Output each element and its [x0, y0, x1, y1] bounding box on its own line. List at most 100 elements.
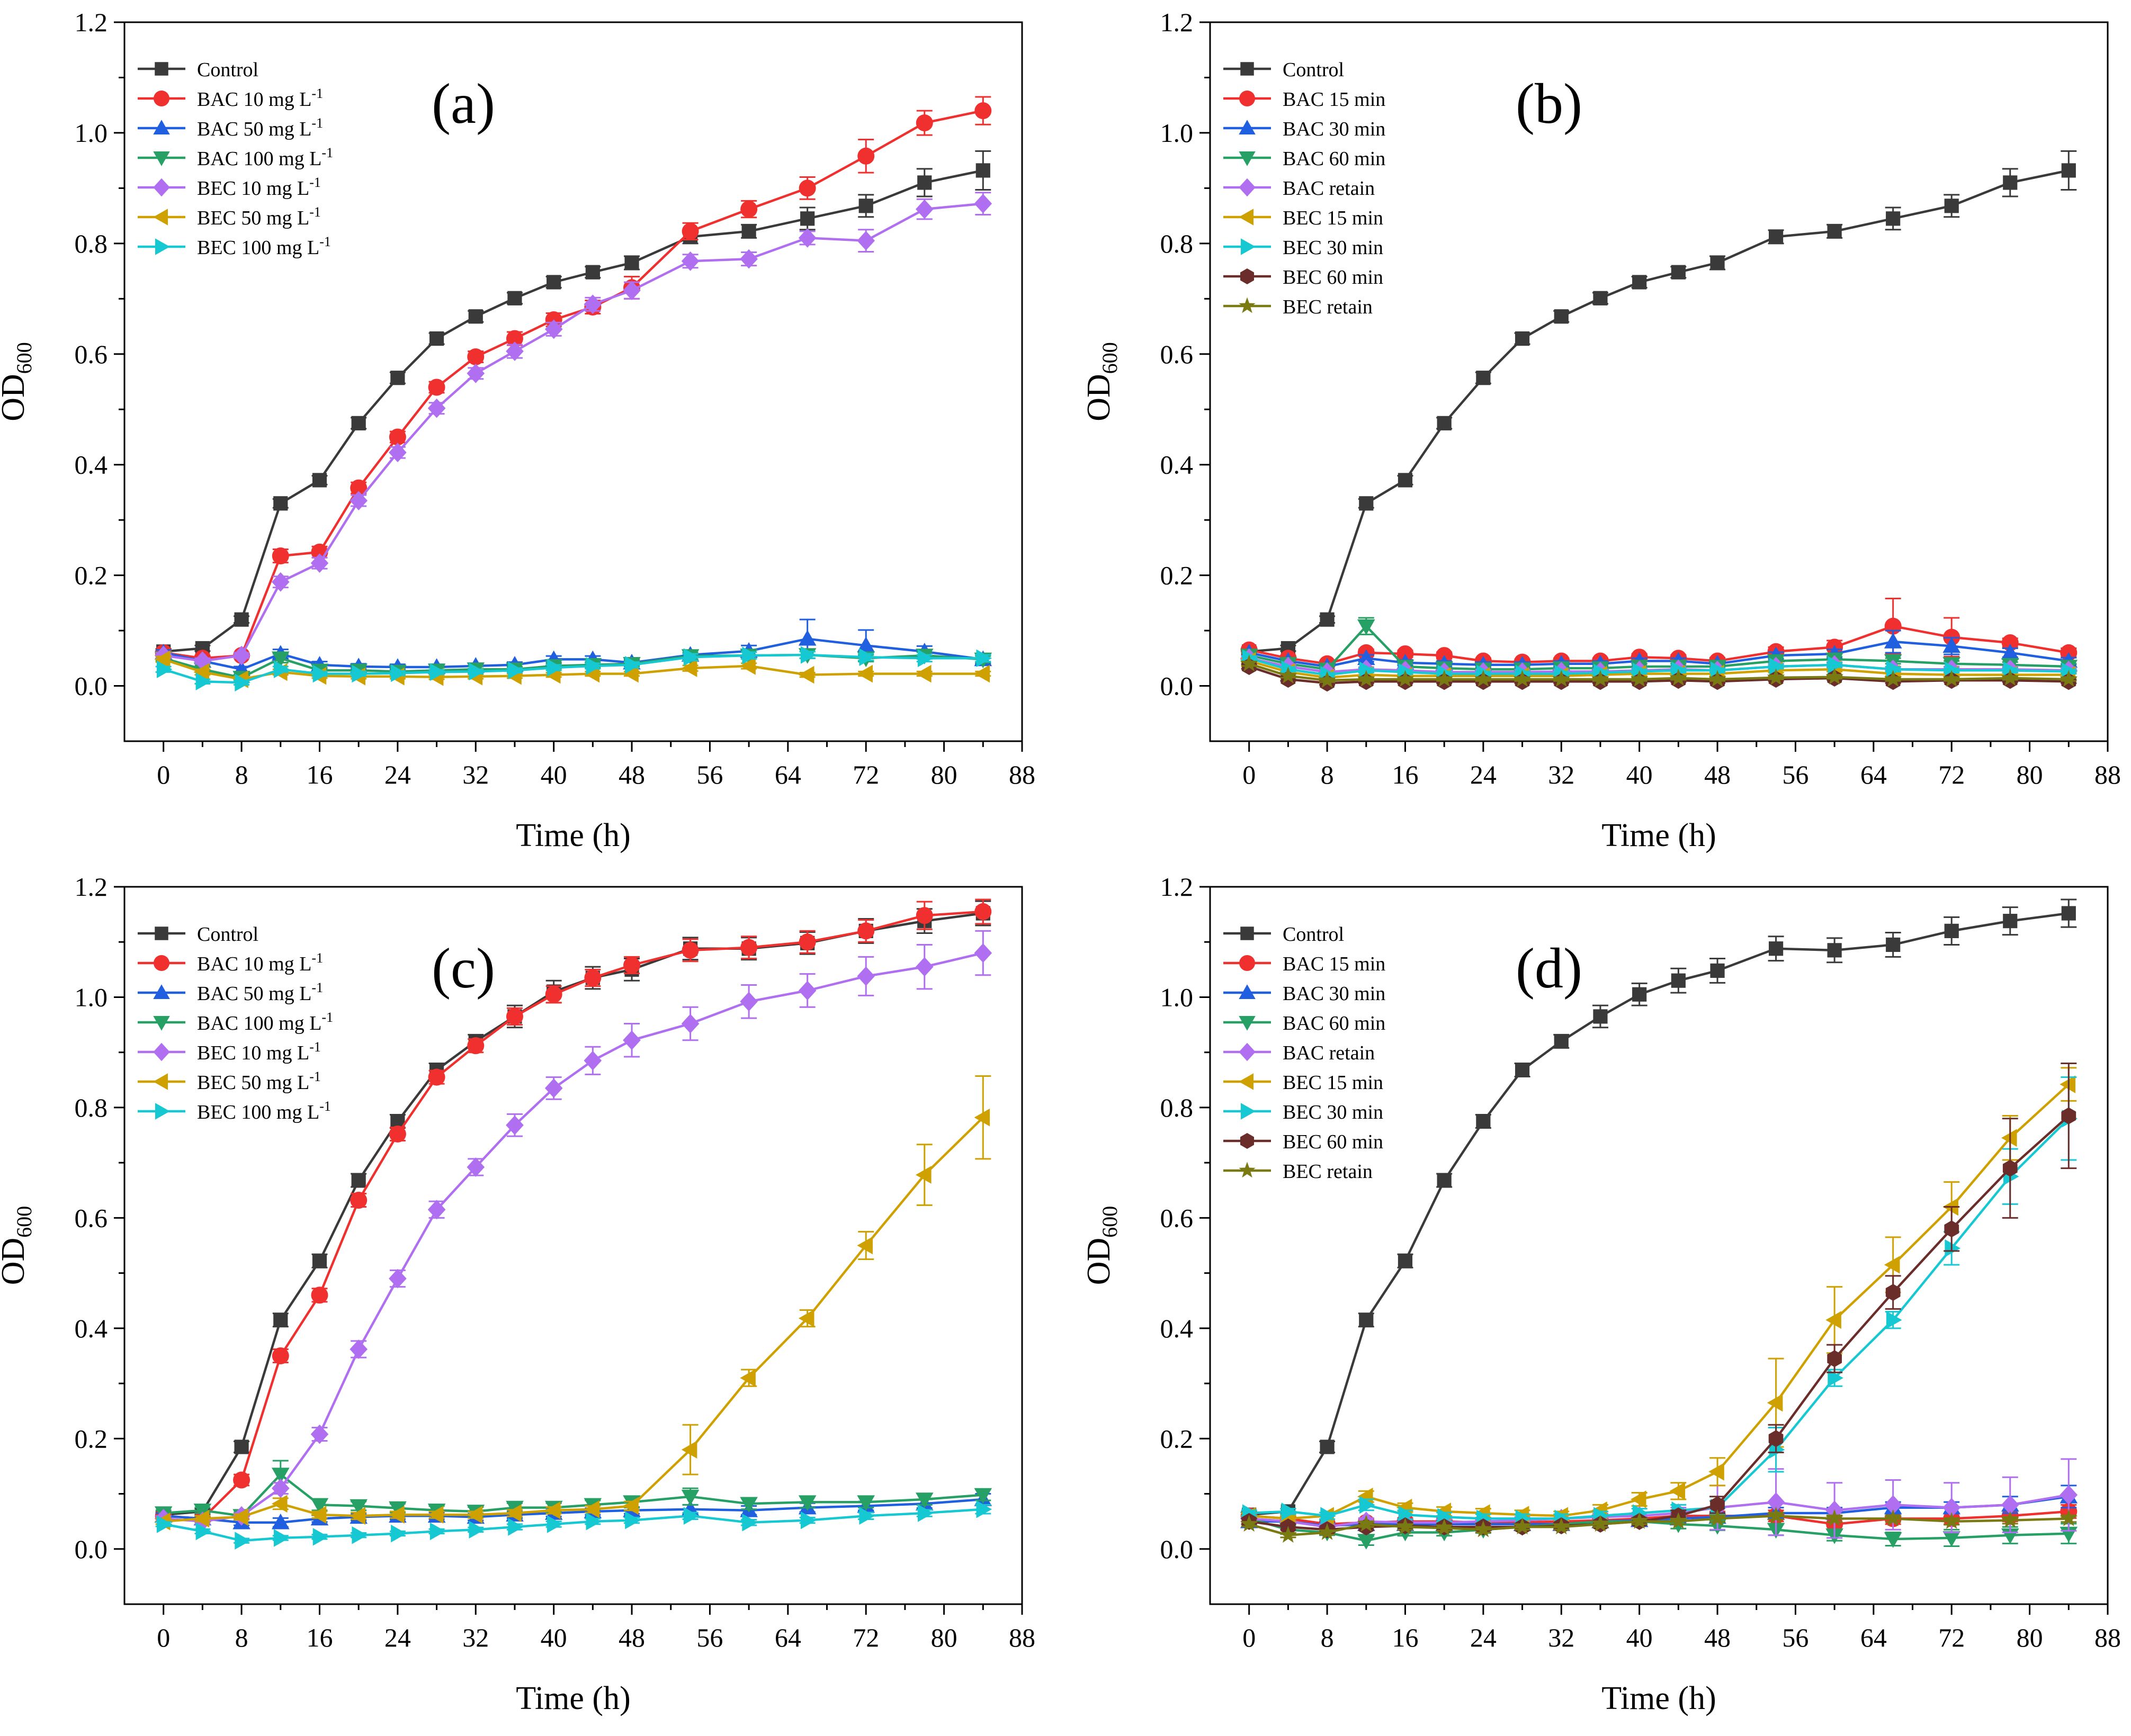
data-point [352, 1526, 368, 1544]
data-point [584, 1500, 600, 1518]
y-tick-label: 1.0 [75, 982, 108, 1012]
data-point [1884, 1509, 1902, 1526]
data-point [2002, 1159, 2018, 1177]
x-tick-label: 48 [1704, 760, 1731, 789]
panel-label: (b) [1516, 73, 1582, 136]
legend-marker [1239, 1016, 1256, 1031]
series-BECretain [1240, 1506, 2078, 1543]
legend-item: BAC 15 min [1223, 88, 1385, 111]
data-point [272, 1495, 288, 1513]
x-tick-label: 16 [306, 1623, 333, 1652]
series-line [163, 951, 983, 1523]
data-point [1320, 1440, 1335, 1454]
data-point [1357, 649, 1375, 665]
data-point [1827, 1350, 1842, 1368]
data-point [623, 957, 641, 974]
legend-item: Control [1223, 59, 1344, 81]
legend-marker [155, 1103, 170, 1120]
data-point [1593, 291, 1608, 305]
data-point [1320, 1507, 1336, 1525]
y-tick-label: 0.6 [75, 339, 108, 369]
data-point [799, 933, 816, 951]
data-point [586, 1512, 602, 1531]
y-axis-title: OD600 [0, 342, 36, 421]
data-point [1435, 1518, 1453, 1536]
legend-marker [1239, 955, 1255, 971]
data-point [1825, 1311, 1841, 1329]
data-point [798, 981, 817, 1001]
legend-label-text: Control [197, 923, 258, 946]
data-point [272, 572, 290, 592]
data-point [857, 966, 875, 986]
data-point [310, 1498, 329, 1514]
legend-label: Control [197, 59, 258, 81]
legend-label-text: BAC 50 mg L [197, 983, 311, 1005]
data-point [1591, 1515, 1609, 1532]
data-point [742, 1513, 758, 1532]
legend-label: BEC 50 mg L-1 [197, 204, 321, 229]
data-point [1885, 1284, 1901, 1301]
data-point [859, 648, 875, 666]
data-point [798, 665, 814, 684]
data-point [350, 1339, 368, 1359]
data-point [1671, 973, 1686, 988]
data-point [1513, 670, 1532, 687]
x-tick-label: 24 [1470, 1623, 1497, 1652]
data-point [1944, 199, 1959, 213]
data-point [232, 645, 250, 665]
legend-item: Control [1223, 923, 1344, 946]
data-point [1886, 660, 1902, 678]
data-point [506, 1115, 524, 1135]
data-point [193, 663, 210, 681]
plot-frame [1209, 21, 2109, 742]
data-point [1669, 669, 1688, 686]
legend-label: BAC 100 mg L-1 [197, 1010, 333, 1035]
data-point [1708, 670, 1726, 687]
data-point [273, 496, 288, 511]
legend-label-text: BEC retain [1283, 1161, 1373, 1183]
data-point [974, 903, 992, 920]
legend-label: BAC 10 mg L-1 [197, 950, 323, 975]
data-point [683, 648, 700, 666]
data-point [389, 1506, 405, 1524]
series-line [163, 202, 983, 662]
data-point [1942, 1498, 1960, 1517]
panel-label: (c) [432, 937, 495, 1000]
data-point [2001, 1511, 2019, 1528]
data-point [918, 649, 934, 668]
legend-item: BAC retain [1223, 177, 1375, 200]
data-point [2061, 1107, 2076, 1125]
data-point [1396, 670, 1414, 687]
legend-label-text: BAC 60 min [1283, 148, 1385, 170]
data-point [507, 291, 522, 305]
legend-item: BEC 50 mg L-1 [138, 1069, 321, 1094]
legend-item: BEC 10 mg L-1 [138, 175, 321, 200]
data-point [350, 491, 368, 510]
x-tick-label: 32 [1548, 1623, 1574, 1652]
y-tick-label: 0.4 [1160, 1314, 1194, 1343]
data-point [1630, 1490, 1646, 1508]
legend-item: BAC 100 mg L-1 [138, 1010, 333, 1035]
data-point [799, 179, 816, 197]
legend-label-text: BAC 30 min [1283, 118, 1385, 140]
legend-marker [153, 120, 170, 134]
data-point [1884, 1256, 1900, 1274]
panel-b: 0 8 16 24 32 40 48 56 64 72 80 88 0.0 0.2 0.4 0.6 0.8 1.0… [1081, 7, 2121, 853]
data-point [193, 1509, 210, 1528]
data-point [1767, 668, 1785, 686]
x-tick-label: 88 [1009, 1623, 1035, 1652]
legend-label-text: Control [197, 59, 258, 81]
data-point [1398, 473, 1413, 488]
legend-marker [153, 1073, 168, 1090]
x-axis-title: Time (h) [516, 1680, 630, 1716]
data-point [798, 629, 817, 646]
data-point [2003, 175, 2018, 190]
y-tick-label: 1.2 [1160, 872, 1194, 902]
x-tick-label: 56 [696, 760, 723, 789]
legend-label: BAC 15 min [1283, 88, 1385, 111]
data-point [740, 249, 758, 269]
legend-label: BAC 30 min [1283, 983, 1385, 1005]
legend-label: BEC 50 mg L-1 [197, 1069, 321, 1094]
